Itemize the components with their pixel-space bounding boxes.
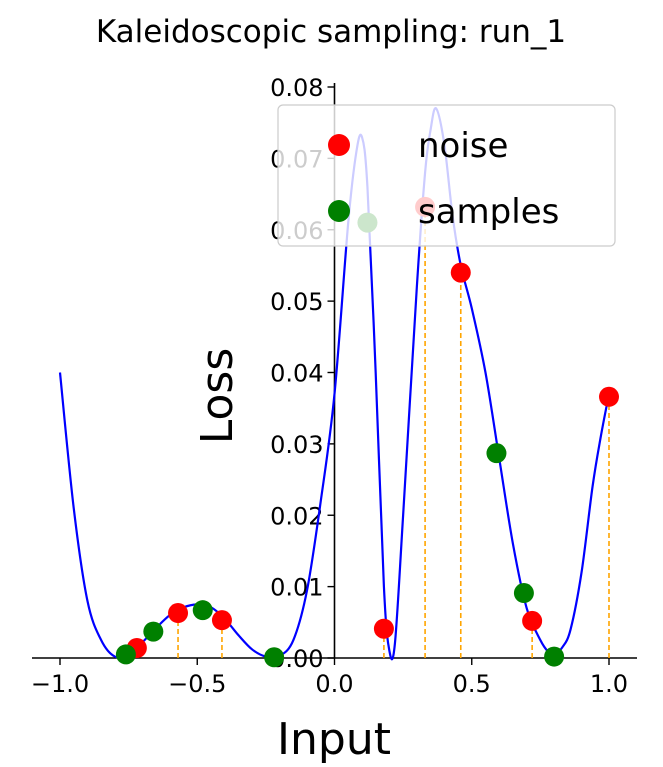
legend-label-noise: noise: [418, 126, 508, 166]
legend: noise samples: [277, 104, 616, 247]
noise-point: [211, 610, 232, 631]
samples-point: [544, 646, 565, 667]
y-tick-label: 0.05: [270, 288, 323, 316]
samples-point: [115, 644, 136, 665]
y-axis-label: Loss: [192, 348, 243, 445]
x-tick-label: −0.5: [168, 670, 226, 698]
samples-point: [513, 583, 534, 604]
samples-point: [192, 600, 213, 621]
noise-point: [168, 603, 189, 624]
legend-label-samples: samples: [418, 192, 559, 232]
y-tick-label: 0.02: [270, 502, 323, 530]
noise-point: [373, 618, 394, 639]
y-tick-label: 0.03: [270, 431, 323, 459]
noise-point: [450, 262, 471, 283]
x-tick-label: 0.5: [453, 670, 491, 698]
x-tick-label: 1.0: [590, 670, 628, 698]
samples-point: [143, 621, 164, 642]
y-tick-label: 0.01: [270, 574, 323, 602]
noise-point: [522, 610, 543, 631]
legend-box: [277, 104, 616, 247]
samples-point: [486, 443, 507, 464]
legend-marker-noise: [328, 134, 350, 156]
legend-marker-samples: [328, 200, 350, 222]
samples-point: [264, 647, 285, 668]
x-tick-label: 0.0: [315, 670, 353, 698]
noise-point: [599, 386, 619, 407]
plot-area: −1.0 −0.5 0.0 0.5 1.00.000.010.020.030.040.0…: [31, 74, 637, 698]
y-tick-label: 0.08: [270, 74, 323, 102]
chart-title: Kaleidoscopic sampling: run_1: [96, 14, 566, 50]
y-tick-label: 0.04: [270, 360, 323, 388]
x-axis-label: Input: [277, 714, 391, 765]
x-tick-label: −1.0: [31, 670, 89, 698]
